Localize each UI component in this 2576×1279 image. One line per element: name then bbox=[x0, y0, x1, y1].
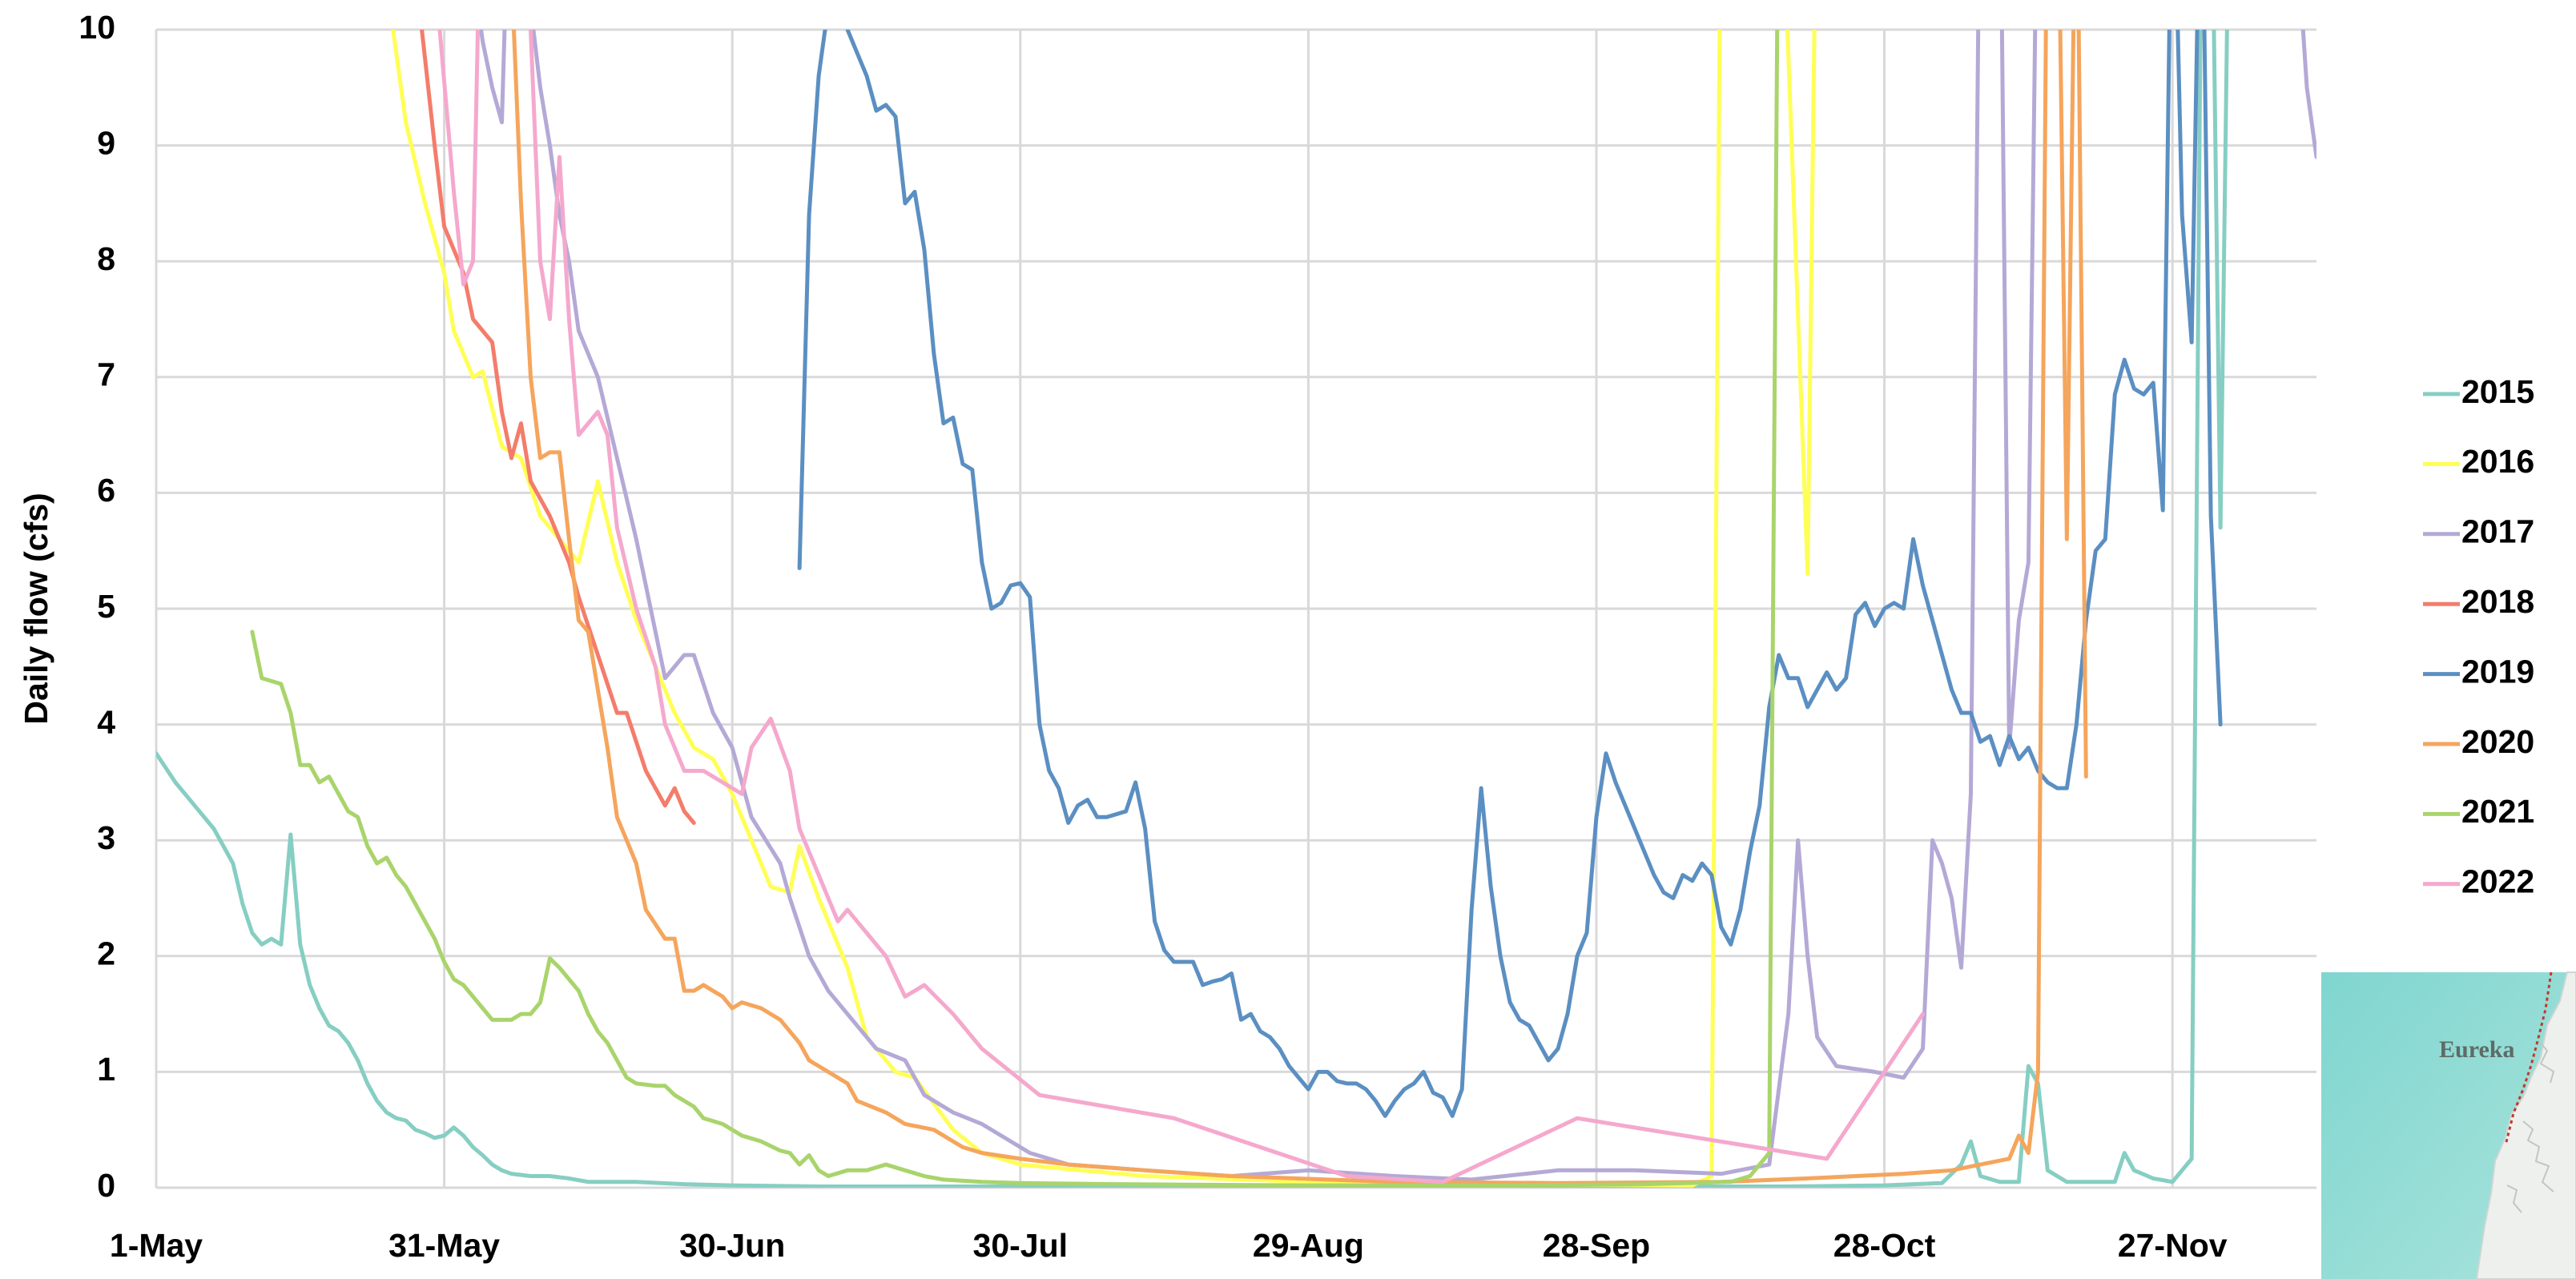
y-tick-label: 8 bbox=[97, 240, 115, 277]
x-tick-label: 31-May bbox=[388, 1227, 500, 1264]
y-axis-title: Daily flow (cfs) bbox=[18, 493, 54, 724]
series-line bbox=[435, 0, 1923, 1182]
page: {"chart_data": { "type": "line", "y_labe… bbox=[0, 0, 2576, 1279]
legend-label: 2017 bbox=[2461, 513, 2534, 550]
x-tick-label: 30-Jul bbox=[973, 1227, 1069, 1264]
x-tick-label: 27-Nov bbox=[2118, 1227, 2228, 1264]
series-line bbox=[512, 0, 2087, 1183]
legend-label: 2019 bbox=[2461, 653, 2534, 690]
series-line bbox=[156, 0, 2230, 1187]
x-tick-label: 28-Oct bbox=[1833, 1227, 1936, 1264]
legend-label: 2020 bbox=[2461, 723, 2534, 760]
chart: Daily flow (cfs) 0 1 2 3 4 5 6 7 8 9 10 1-May 31-May… bbox=[0, 0, 2576, 1279]
y-tick-label: 0 bbox=[97, 1167, 115, 1204]
legend-label: 2016 bbox=[2461, 443, 2534, 480]
y-tick-label: 6 bbox=[97, 472, 115, 509]
legend-label: 2018 bbox=[2461, 583, 2534, 620]
legend: 2015 2016 2017 2018 2019 2020 2021 2022 bbox=[2423, 373, 2534, 900]
y-tick-label: 9 bbox=[97, 124, 115, 161]
x-tick-label: 30-Jun bbox=[679, 1227, 785, 1264]
x-tick-label: 1-May bbox=[110, 1227, 203, 1264]
legend-label: 2022 bbox=[2461, 863, 2534, 900]
y-tick-label: 3 bbox=[97, 819, 115, 856]
series-line bbox=[416, 0, 694, 823]
y-tick-label: 10 bbox=[78, 9, 115, 46]
x-tick-label: 29-Aug bbox=[1253, 1227, 1364, 1264]
grid bbox=[156, 30, 2316, 1188]
legend-label: 2021 bbox=[2461, 793, 2534, 830]
y-tick-label: 7 bbox=[97, 356, 115, 393]
y-tick-label: 5 bbox=[97, 588, 115, 625]
plot-area bbox=[156, 0, 2316, 1187]
inset-map: Eureka bbox=[2321, 972, 2576, 1279]
series-line bbox=[252, 0, 1779, 1185]
series-line bbox=[387, 0, 1817, 1185]
y-tick-label: 2 bbox=[97, 935, 115, 972]
legend-label: 2015 bbox=[2461, 373, 2534, 410]
map-label: Eureka bbox=[2439, 1036, 2514, 1063]
y-tick-label: 1 bbox=[97, 1051, 115, 1088]
x-tick-label: 28-Sep bbox=[1543, 1227, 1650, 1264]
y-tick-label: 4 bbox=[97, 703, 115, 740]
